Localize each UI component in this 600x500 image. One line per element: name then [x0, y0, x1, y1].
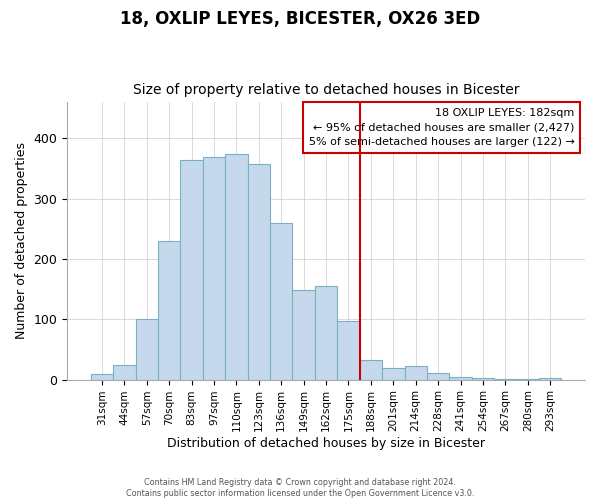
Bar [248, 164, 270, 380]
Bar [91, 374, 113, 380]
Text: 18, OXLIP LEYES, BICESTER, OX26 3ED: 18, OXLIP LEYES, BICESTER, OX26 3ED [120, 10, 480, 28]
Bar [494, 379, 517, 380]
Bar [292, 290, 315, 380]
Bar [270, 223, 292, 380]
Bar [181, 160, 203, 380]
Bar [113, 364, 136, 380]
Bar [427, 373, 449, 380]
Bar [449, 377, 472, 380]
Bar [517, 379, 539, 380]
Bar [315, 286, 337, 380]
Bar [404, 366, 427, 380]
Bar [225, 154, 248, 380]
X-axis label: Distribution of detached houses by size in Bicester: Distribution of detached houses by size … [167, 437, 485, 450]
Title: Size of property relative to detached houses in Bicester: Size of property relative to detached ho… [133, 83, 520, 97]
Bar [539, 378, 562, 380]
Bar [203, 156, 225, 380]
Bar [360, 360, 382, 380]
Bar [158, 241, 181, 380]
Bar [337, 321, 360, 380]
Text: Contains HM Land Registry data © Crown copyright and database right 2024.
Contai: Contains HM Land Registry data © Crown c… [126, 478, 474, 498]
Bar [382, 368, 404, 380]
Text: 18 OXLIP LEYES: 182sqm
← 95% of detached houses are smaller (2,427)
5% of semi-d: 18 OXLIP LEYES: 182sqm ← 95% of detached… [309, 108, 575, 148]
Bar [472, 378, 494, 380]
Y-axis label: Number of detached properties: Number of detached properties [15, 142, 28, 340]
Bar [136, 320, 158, 380]
